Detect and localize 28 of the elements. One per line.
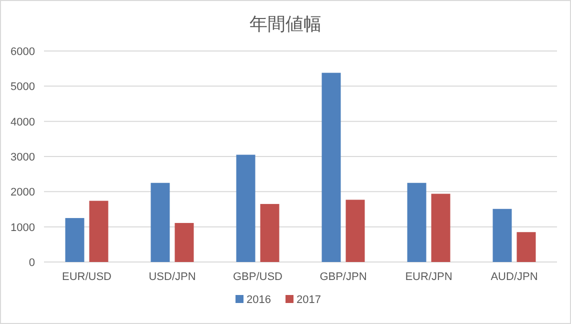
legend-label: 2017 (296, 294, 321, 306)
y-tick-label: 2000 (10, 186, 35, 199)
x-tick-label: USD/JPN (148, 271, 196, 283)
y-tick-label: 1000 (10, 222, 35, 234)
bar (89, 200, 108, 262)
x-tick-label: GBP/JPN (320, 271, 367, 283)
bar (236, 154, 256, 262)
y-tick-label: 0 (28, 257, 35, 269)
bar (492, 208, 512, 262)
title: 年間値幅 (250, 14, 322, 34)
y-tick-label: 5000 (10, 81, 35, 94)
y-tick-label: 3000 (10, 152, 35, 164)
legend-label: 2016 (246, 294, 271, 306)
bar (150, 182, 170, 262)
bar (407, 182, 426, 262)
bar (322, 72, 341, 262)
y-tick-label: 4000 (10, 116, 35, 128)
bar (260, 204, 280, 262)
bar (346, 200, 365, 262)
x-tick-label: EUR/USD (62, 271, 112, 283)
bar (431, 194, 450, 262)
x-tick-label: EUR/JPN (405, 271, 452, 283)
x-tick-label: AUD/JPN (490, 271, 538, 283)
bar (174, 222, 194, 262)
bar (65, 218, 84, 262)
y-tick-label: 6000 (10, 46, 35, 58)
x-tick-label: GBP/USD (232, 271, 283, 283)
bar (516, 232, 536, 262)
